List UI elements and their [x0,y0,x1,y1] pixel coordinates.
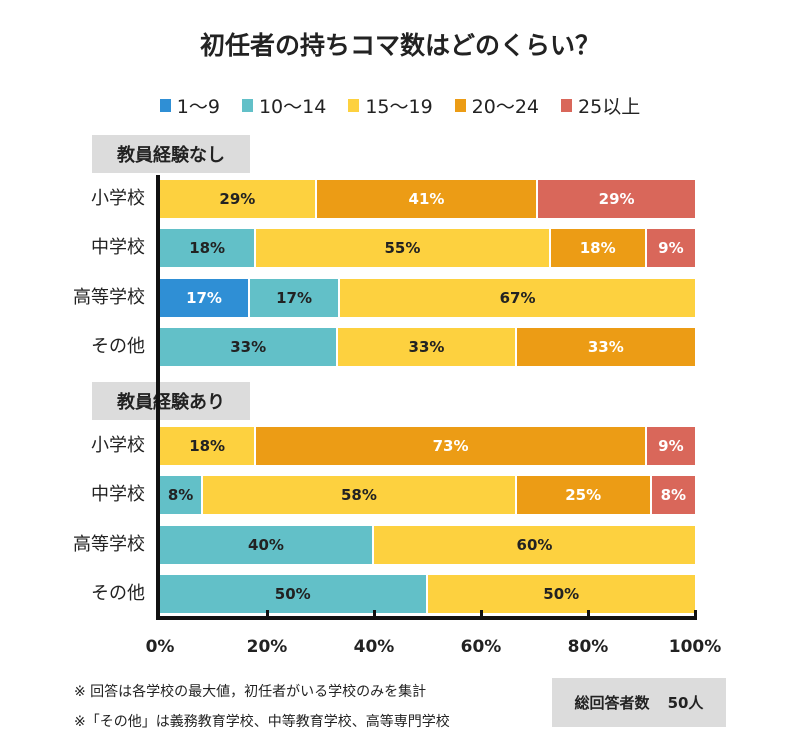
category-label: 中学校 [91,484,145,505]
bar-segment: 29% [160,180,317,218]
x-tick-label: 100% [668,637,722,657]
category-label: その他 [91,583,145,604]
bar-segment: 60% [374,526,695,564]
bar-segment: 18% [160,427,257,465]
x-tick [586,610,590,618]
legend-item: 10〜14 [241,92,327,119]
footnote: ※ 回答は各学校の最大値，初任者がいる学校のみを集計 [74,684,427,700]
legend-label: 25以上 [578,96,641,118]
category-label: 小学校 [91,435,145,456]
category-label: 小学校 [91,188,145,209]
legend-item: 20〜24 [454,92,540,119]
bar-segment: 17% [250,279,341,317]
bar-segment: 33% [516,328,695,366]
bar-row: 18% 73% 9% [160,427,695,465]
bar-segment: 41% [316,180,539,218]
legend-item: 15〜19 [348,92,433,119]
bar-segment: 18% [160,229,257,267]
bar-segment: 9% [646,229,695,267]
bar-segment: 58% [203,476,517,514]
bar-row: 50% 50% [160,575,695,613]
bar-row: 17% 17% 67% [160,279,695,317]
bar-segment: 9% [646,427,695,465]
bar-segment: 50% [160,575,428,613]
bar-segment: 29% [538,180,695,218]
bar-row: 8% 58% 25% 8% [160,476,695,514]
bar-segment: 33% [338,328,517,366]
legend-item: 1〜9 [159,92,220,119]
bar-segment: 50% [427,575,695,613]
bar-segment: 17% [160,279,251,317]
group-header: 教員経験あり [92,382,250,420]
bar-row: 29% 41% 29% [160,180,695,218]
bar-segment: 67% [340,279,695,317]
bar-row: 40% 60% [160,526,695,564]
bar-row: 18% 55% 18% 9% [160,229,695,267]
x-tick [693,610,697,618]
legend-swatch [454,99,466,112]
x-tick-label: 80% [567,637,609,657]
legend-label: 15〜19 [365,96,433,118]
total-respondents-box: 総回答者数 50人 [552,678,726,727]
bar-segment: 18% [550,229,647,267]
legend-swatch [241,99,253,112]
legend-label: 20〜24 [471,96,540,118]
x-tick-label: 60% [460,637,502,657]
x-tick [265,610,269,618]
legend-label: 1〜9 [176,96,220,118]
legend: 1〜9 10〜14 15〜19 20〜24 25以上 [0,92,800,119]
bar-segment: 55% [256,229,551,267]
bar-row: 33% 33% 33% [160,328,695,366]
bar-segment: 73% [256,427,647,465]
legend-swatch [561,99,573,112]
chart-title: 初任者の持ちコマ数はどのくらい？ [199,31,600,60]
legend-swatch [159,99,171,112]
x-tick-label: 20% [246,637,288,657]
legend-item: 25以上 [561,92,640,119]
bar-segment: 8% [651,476,695,514]
bar-segment: 8% [160,476,204,514]
x-tick-label: 0% [145,637,175,657]
category-label: その他 [91,336,145,357]
legend-swatch [348,99,360,112]
bar-segment: 40% [160,526,374,564]
x-tick-label: 40% [353,637,395,657]
y-axis-line [156,175,160,620]
bar-segment: 25% [516,476,652,514]
group-header: 教員経験なし [92,135,250,173]
category-label: 高等学校 [73,287,145,308]
category-label: 高等学校 [73,534,145,555]
x-tick [372,610,376,618]
legend-label: 10〜14 [258,96,327,118]
footnote: ※「その他」は義務教育学校、中等教育学校、高等専門学校 [74,714,450,730]
bar-segment: 33% [160,328,339,366]
total-value: 50人 [667,694,704,712]
x-tick [479,610,483,618]
category-label: 中学校 [91,237,145,258]
total-label: 総回答者数 [574,694,650,712]
x-axis-line [156,616,697,620]
